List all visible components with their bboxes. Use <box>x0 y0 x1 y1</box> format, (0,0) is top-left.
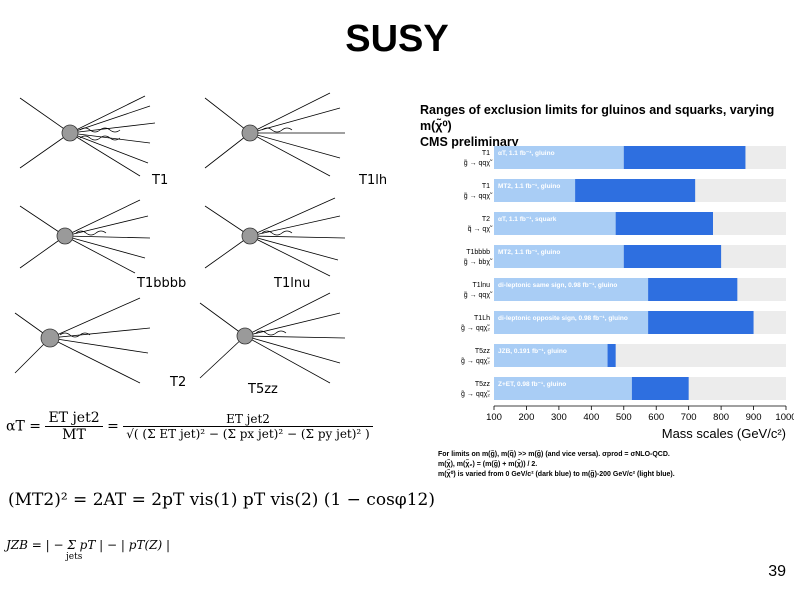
row-model-label: T1lnu <box>472 282 490 289</box>
diagram-label-t5zz: T5zz <box>246 382 280 397</box>
bar-analysis-label: αT, 1.1 fb⁻¹, squark <box>498 216 557 223</box>
bar-analysis-label: αT, 1.1 fb⁻¹, gluino <box>498 150 555 157</box>
diagram-t1 <box>19 95 156 177</box>
alpha-frac-1: ET jet2 MT <box>45 410 103 443</box>
row-process-label: g̃ → qqχ̃ <box>463 160 493 167</box>
x-tick-label: 500 <box>616 412 632 423</box>
bar-light-blue <box>494 377 632 400</box>
jzb-expression: JZB = | − Σ pT | − | pT(Z) | <box>6 538 171 552</box>
chart-header: Ranges of exclusion limits for gluinos a… <box>420 102 794 150</box>
bar-light-blue <box>494 245 624 268</box>
x-tick-label: 200 <box>519 412 535 423</box>
jzb-formula: JZB = | − Σ pT | − | pT(Z) | jets <box>6 538 170 562</box>
bar-light-blue <box>494 179 576 202</box>
row-process-label: g̃ → qqχ̃₂ <box>461 358 491 365</box>
bar-dark-blue <box>607 344 616 367</box>
bar-analysis-label: JZB, 0.191 fb⁻¹, gluino <box>498 348 567 355</box>
bar-light-blue <box>494 344 608 367</box>
x-tick-label: 300 <box>551 412 567 423</box>
page-number: 39 <box>768 563 786 580</box>
jzb-subscript: jets <box>66 552 83 562</box>
diagram-t1lnu <box>204 197 346 277</box>
chart-row: MT2, 1.1 fb⁻¹, gluino T1 g̃ → qqχ̃ <box>463 179 786 202</box>
row-model-label: T1Lh <box>474 315 490 322</box>
note-line-2: m(χ̃), m(χ̃₂) = (m(g̃) + m(χ̃)) / 2. <box>438 461 538 468</box>
x-tick-label: 900 <box>746 412 762 423</box>
diagram-t2 <box>14 297 151 384</box>
diagram-label-t1: T1 <box>150 173 171 188</box>
x-tick-label: 1000 <box>775 412 794 423</box>
row-model-label: T5zz <box>475 381 491 388</box>
x-tick-label: 400 <box>583 412 599 423</box>
bar-dark-blue <box>623 245 722 268</box>
chart-row: MT2, 1.1 fb⁻¹, gluino T1bbbb g̃ → bbχ̃ <box>463 245 786 268</box>
chart-row: di-leptonic same sign, 0.98 fb⁻¹, gluino… <box>463 278 786 301</box>
note-line-3: m(χ̃⁰) is varied from 0 GeV/c² (dark blu… <box>438 471 675 478</box>
bar-dark-blue <box>648 311 754 334</box>
chart-subtitle: CMS preliminary <box>420 135 519 149</box>
x-axis: 100 200 300 400 500 600 700 800 900 1000 Mass scal… <box>486 405 794 441</box>
row-model-label: T5zz <box>475 348 491 355</box>
bar-analysis-label: MT2, 1.1 fb⁻¹, gluino <box>498 183 560 190</box>
chart-row: Z+ET, 0.98 fb⁻¹, gluino T5zz g̃ → qqχ̃₂ <box>461 377 786 400</box>
bar-dark-blue <box>575 179 696 202</box>
bar-light-blue <box>494 212 616 235</box>
slide-title: SUSY <box>345 18 449 60</box>
note-line-1: For limits on m(g̃), m(q̃) >> m(g̃) (and… <box>438 451 670 458</box>
bar-light-blue <box>494 311 649 334</box>
bar-light-blue <box>494 278 649 301</box>
x-tick-label: 800 <box>713 412 729 423</box>
chart-row: di-leptonic opposite sign, 0.98 fb⁻¹, gl… <box>461 311 786 334</box>
bar-dark-blue <box>623 146 746 169</box>
chart-row: αT, 1.1 fb⁻¹, squark T2 q̃ → qχ̃ <box>467 212 786 235</box>
row-process-label: q̃ → qχ̃ <box>467 226 493 233</box>
bar-dark-blue <box>648 278 738 301</box>
bar-dark-blue <box>615 212 713 235</box>
alpha-den-2: √( (Σ ET jet)² − (Σ px jet)² − (Σ py jet… <box>126 427 370 441</box>
diagram-label-t1bbbb: T1bbbb <box>135 276 189 291</box>
diagram-t1lh <box>204 92 345 177</box>
alpha-num-2: ET jet2 <box>123 412 373 427</box>
chart-row: JZB, 0.191 fb⁻¹, gluino T5zz g̃ → qqχ̃₂ <box>461 344 786 367</box>
bar-analysis-label: di-leptonic same sign, 0.98 fb⁻¹, gluino <box>498 282 617 289</box>
bar-analysis-label: Z+ET, 0.98 fb⁻¹, gluino <box>498 381 566 388</box>
x-tick-label: 600 <box>648 412 664 423</box>
alpha-den-1: MT <box>62 427 86 443</box>
bar-light-blue <box>494 146 624 169</box>
x-tick-label: 700 <box>681 412 697 423</box>
diagram-t1bbbb <box>19 199 151 274</box>
row-model-label: T1 <box>482 150 490 157</box>
x-tick-label: 100 <box>486 412 502 423</box>
row-process-label: g̃ → qqχ̃ <box>463 193 493 200</box>
diagram-label-t2: T2 <box>168 375 189 390</box>
chart-row: αT, 1.1 fb⁻¹, gluino T1 g̃ → qqχ̃ <box>463 146 786 169</box>
alpha-num-1: ET jet2 <box>45 410 103 427</box>
row-process-label: g̃ → bbχ̃ <box>463 259 493 266</box>
bar-analysis-label: di-leptonic opposite sign, 0.98 fb⁻¹, gl… <box>498 315 628 322</box>
bar-dark-blue <box>631 377 689 400</box>
chart-notes: For limits on m(g̃), m(q̃) >> m(g̃) (and… <box>438 450 794 480</box>
alpha-lhs: αT = <box>6 418 41 435</box>
row-process-label: g̃ → qqχ̃ <box>463 292 493 299</box>
row-process-label: g̃ → qqχ̃₂ <box>461 391 491 398</box>
diagram-t5zz <box>199 292 346 384</box>
diagram-label-t1lnu: T1lnu <box>272 276 313 291</box>
row-model-label: T2 <box>482 216 490 223</box>
row-model-label: T1bbbb <box>466 249 490 256</box>
row-model-label: T1 <box>482 183 490 190</box>
alpha-t-formula: αT = ET jet2 MT = ET jet2 √( (Σ ET jet)²… <box>6 410 434 480</box>
feynman-diagrams <box>14 92 346 384</box>
x-axis-label: Mass scales (GeV/c²) <box>662 426 786 441</box>
mt2-formula: (MT2)² = 2AT = 2pT vis(1) pT vis(2) (1 −… <box>8 490 435 510</box>
bar-analysis-label: MT2, 1.1 fb⁻¹, gluino <box>498 249 560 256</box>
chart-title: Ranges of exclusion limits for gluinos a… <box>420 103 775 133</box>
diagram-label-t1lh: T1lh <box>357 173 390 188</box>
alpha-frac-2: ET jet2 √( (Σ ET jet)² − (Σ px jet)² − (… <box>123 412 373 441</box>
row-process-label: g̃ → qqχ̃₂ <box>461 325 491 332</box>
